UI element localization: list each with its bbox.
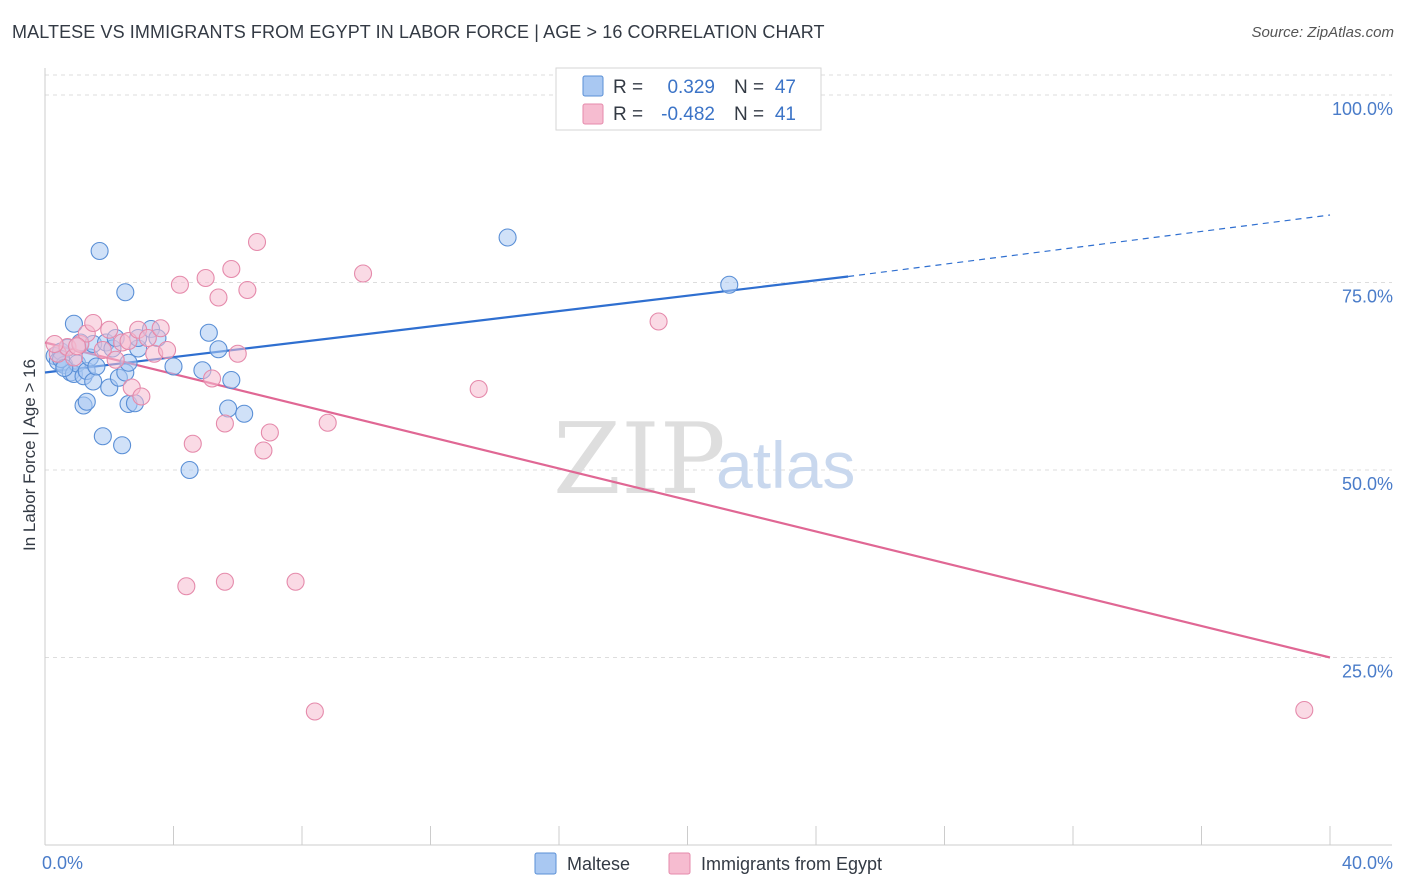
point-maltese-41 xyxy=(222,370,241,390)
point-egypt-36 xyxy=(286,572,305,591)
point-egypt-39 xyxy=(45,334,64,354)
y-tick-label-25: 25.0% xyxy=(1342,662,1393,682)
point-maltese-17 xyxy=(87,357,106,376)
trend-line-maltese xyxy=(44,275,849,374)
point-egypt-6 xyxy=(93,340,112,360)
axes xyxy=(44,68,1392,846)
point-egypt-16 xyxy=(151,319,170,338)
point-egypt-33 xyxy=(649,312,668,331)
legend-box: R = 0.329 N = 47 R = -0.482 N = 41 xyxy=(555,67,822,131)
y-tick-labels: 25.0% 50.0% 75.0% 100.0% xyxy=(1332,99,1393,682)
point-egypt-40 xyxy=(68,337,87,356)
point-maltese-36 xyxy=(180,460,199,480)
point-egypt-38 xyxy=(1295,700,1314,720)
legend-n-value-maltese: 47 xyxy=(775,77,796,98)
point-maltese-35 xyxy=(164,357,183,376)
point-maltese-19 xyxy=(93,427,112,446)
bottom-legend-label-egypt: Immigrants from Egypt xyxy=(701,854,882,874)
point-egypt-34 xyxy=(177,577,196,596)
point-egypt-19 xyxy=(183,434,202,453)
y-tick-label-75: 75.0% xyxy=(1342,287,1393,307)
point-egypt-21 xyxy=(203,369,222,388)
legend-r-label-maltese: R = xyxy=(613,77,643,98)
point-egypt-8 xyxy=(106,350,125,369)
point-egypt-27 xyxy=(247,232,267,252)
y-tick-label-100: 100.0% xyxy=(1332,99,1393,119)
point-egypt-31 xyxy=(353,264,373,283)
point-egypt-14 xyxy=(138,328,157,348)
point-egypt-35 xyxy=(215,572,234,591)
bottom-legend-swatch-maltese xyxy=(534,852,557,875)
legend-r-value-maltese: 0.329 xyxy=(667,77,715,98)
legend-n-label-maltese: N = xyxy=(734,77,764,98)
point-egypt-25 xyxy=(228,344,247,363)
y-tick-label-50: 50.0% xyxy=(1342,474,1393,494)
chart-title: MALTESE VS IMMIGRANTS FROM EGYPT IN LABO… xyxy=(12,22,825,42)
point-maltese-27 xyxy=(116,283,135,302)
legend-n-label-egypt: N = xyxy=(734,104,764,125)
point-maltese-16 xyxy=(84,372,103,391)
grid-lines xyxy=(45,74,1392,658)
point-egypt-28 xyxy=(254,441,273,460)
watermark-atlas: atlas xyxy=(716,428,855,502)
legend-n-value-egypt: 41 xyxy=(775,104,796,125)
point-egypt-20 xyxy=(196,268,215,288)
point-egypt-29 xyxy=(260,423,279,442)
x-tick-label-max: 40.0% xyxy=(1342,853,1393,873)
point-maltese-43 xyxy=(498,228,517,247)
y-axis-label: In Labor Force | Age > 16 xyxy=(20,359,39,551)
point-maltese-42 xyxy=(235,404,254,423)
watermark-zip: ZIP xyxy=(553,403,726,517)
trend-line-egypt xyxy=(44,341,1331,659)
bottom-legend-label-maltese: Maltese xyxy=(567,854,630,874)
x-tick-labels: 0.0% 40.0% xyxy=(42,853,1393,873)
point-egypt-30 xyxy=(318,413,337,432)
point-egypt-22 xyxy=(209,288,228,307)
point-egypt-26 xyxy=(238,280,257,300)
x-tick-label-min: 0.0% xyxy=(42,853,83,873)
source-label: Source: ZipAtlas.com xyxy=(1251,24,1394,41)
point-egypt-5 xyxy=(84,313,103,333)
point-maltese-44 xyxy=(720,275,739,294)
point-maltese-13 xyxy=(77,392,96,411)
legend-swatch-egypt xyxy=(582,103,604,125)
point-egypt-24 xyxy=(222,259,241,279)
point-egypt-23 xyxy=(215,414,234,433)
point-maltese-18 xyxy=(90,241,109,261)
trend-lines xyxy=(44,214,1331,659)
watermark: ZIP atlas xyxy=(553,403,855,517)
point-maltese-7 xyxy=(64,314,83,333)
point-maltese-40 xyxy=(219,399,238,418)
trend-line-maltese-extension xyxy=(848,214,1331,278)
bottom-legend: Maltese Immigrants from Egypt xyxy=(534,852,882,875)
point-maltese-39 xyxy=(209,340,228,359)
point-maltese-25 xyxy=(113,436,132,455)
data-points xyxy=(45,228,1314,721)
bottom-legend-swatch-egypt xyxy=(668,852,691,875)
point-egypt-17 xyxy=(158,340,177,360)
legend-swatch-maltese xyxy=(582,75,604,97)
point-maltese-38 xyxy=(199,323,218,342)
legend-r-value-egypt: -0.482 xyxy=(661,104,715,125)
point-egypt-18 xyxy=(170,275,189,294)
point-egypt-32 xyxy=(469,379,488,399)
legend-r-label-egypt: R = xyxy=(613,104,643,125)
point-egypt-7 xyxy=(100,320,119,339)
point-egypt-37 xyxy=(305,702,324,721)
point-egypt-13 xyxy=(132,387,151,406)
